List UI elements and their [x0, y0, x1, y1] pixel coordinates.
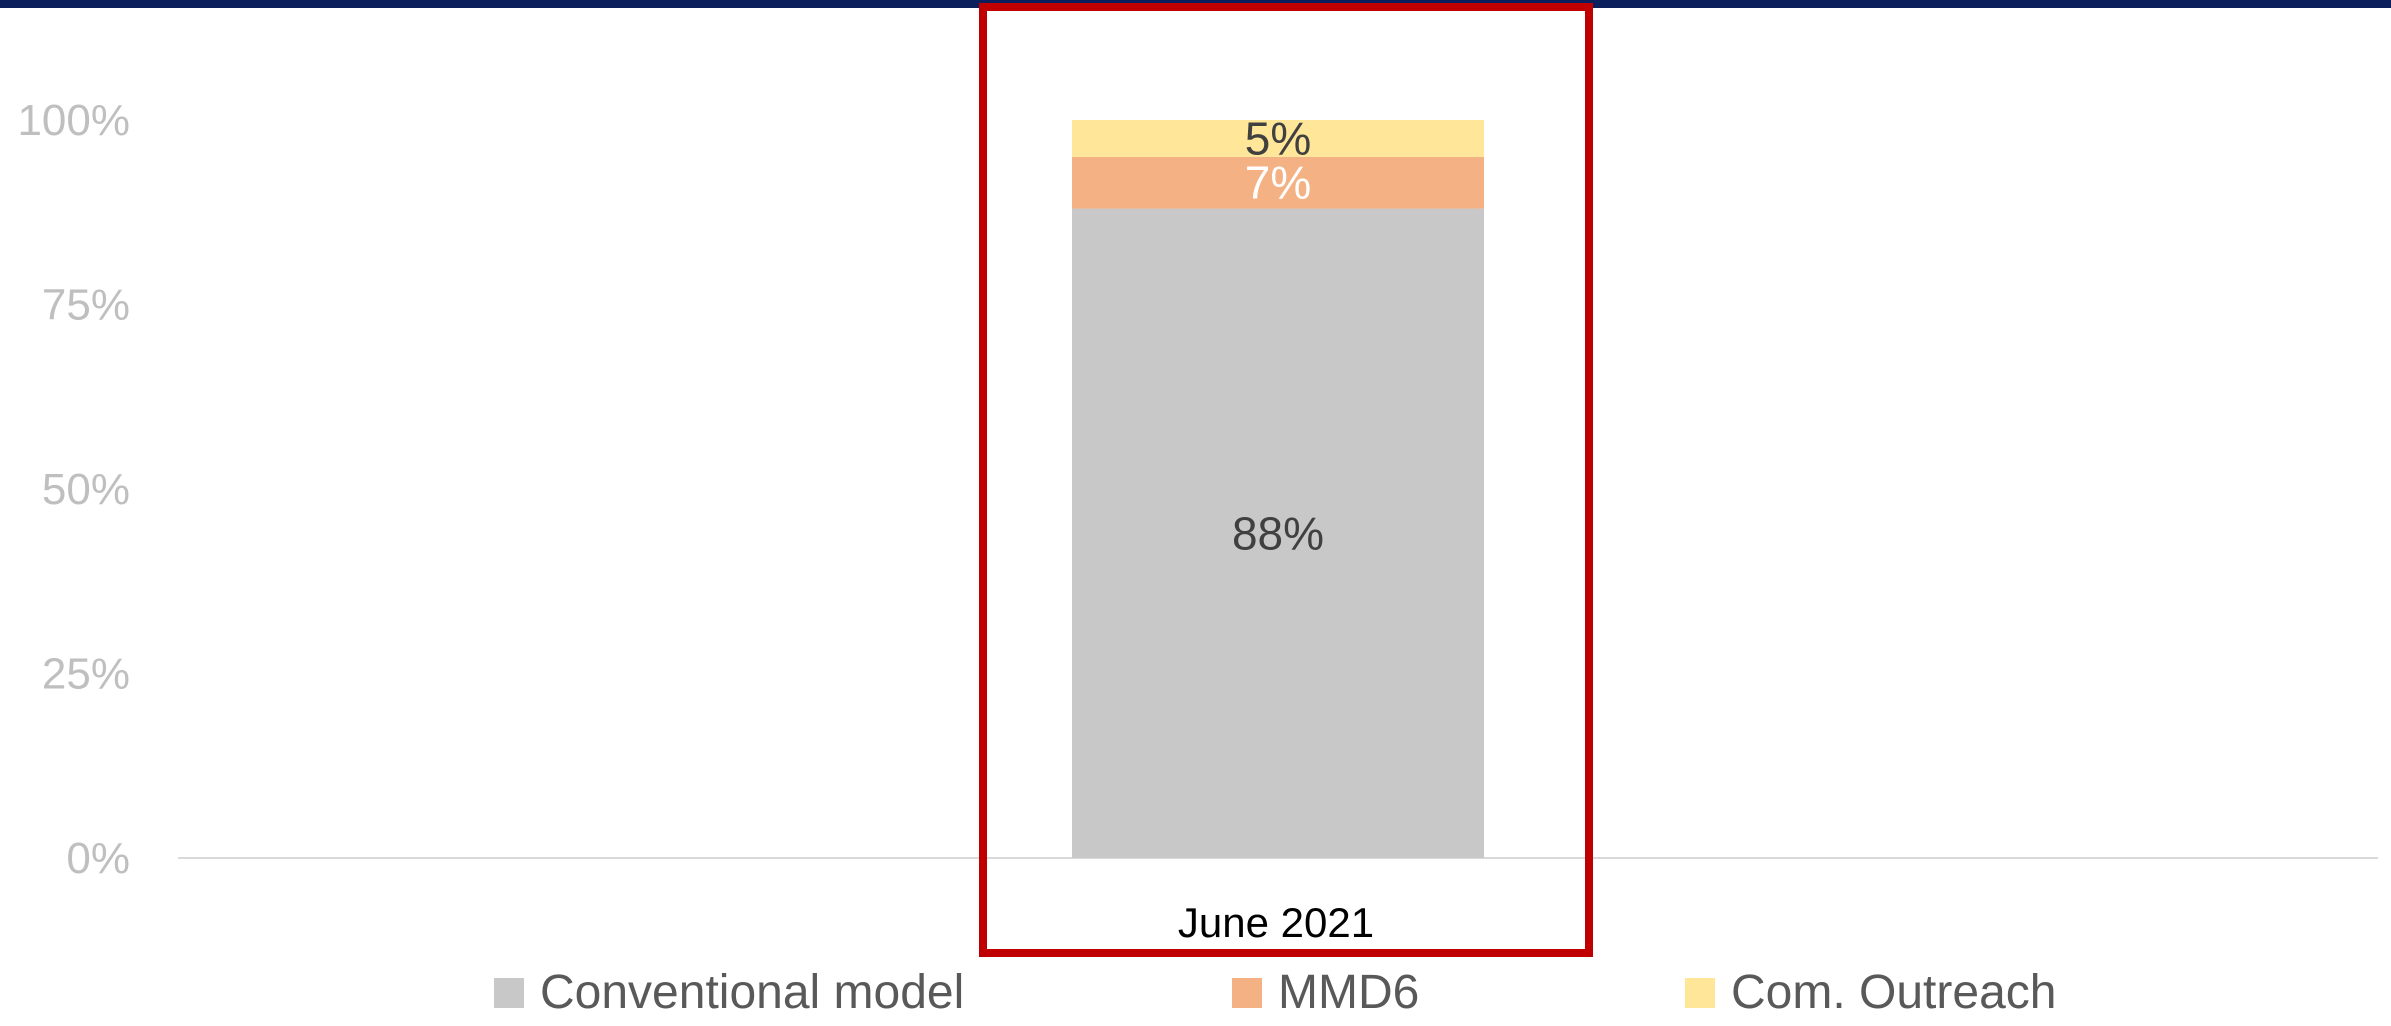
- y-tick-label: 100%: [17, 96, 130, 145]
- y-axis-ticks: 0% 25% 50% 75% 100%: [17, 96, 130, 883]
- y-tick-label: 50%: [42, 465, 130, 514]
- legend: Conventional model MMD6 Com. Outreach: [0, 965, 2391, 1025]
- legend-swatch-mmd6: [1232, 977, 1262, 1008]
- legend-item-com-outreach: Com. Outreach: [1685, 965, 2056, 1020]
- legend-swatch-com-outreach: [1685, 977, 1715, 1008]
- legend-item-conventional-model: Conventional model: [494, 965, 964, 1020]
- legend-item-mmd6: MMD6: [1232, 965, 1419, 1020]
- bar-segment-conventional-model: [1072, 208, 1484, 858]
- legend-label-mmd6: MMD6: [1278, 966, 1420, 1019]
- legend-label-com-outreach: Com. Outreach: [1731, 966, 2057, 1019]
- y-tick-label: 0%: [66, 834, 130, 883]
- bar-data-labels: 88% 7%5%: [1232, 112, 1324, 559]
- bar-segment-mmd6: [1072, 156, 1484, 209]
- data-label: 5%: [1245, 112, 1311, 164]
- y-tick-label: 75%: [42, 281, 130, 330]
- highlight-box: [979, 3, 1593, 957]
- legend-label-conventional-model: Conventional model: [540, 966, 965, 1019]
- legend-swatch-conventional-model: [494, 977, 524, 1008]
- bar-segment-com-outreach: [1072, 120, 1484, 157]
- y-tick-label: 25%: [42, 650, 130, 699]
- stacked-bar-chart: 0% 25% 50% 75% 100% 88% 7%5% June 2021: [17, 3, 2378, 957]
- bar-segments: [1072, 120, 1484, 858]
- category-label: June 2021: [1178, 899, 1374, 946]
- data-label: 7%: [1245, 157, 1311, 209]
- data-label: 88%: [1232, 507, 1324, 559]
